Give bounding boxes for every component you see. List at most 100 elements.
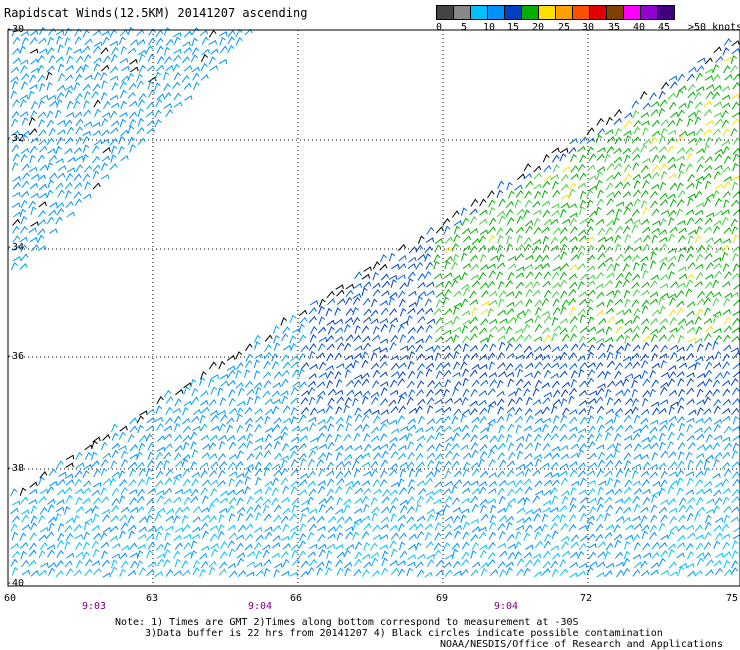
wind-barb: [363, 443, 372, 452]
wind-barb: [290, 543, 300, 551]
legend-swatch: [590, 5, 607, 20]
wind-barb: [398, 478, 405, 487]
wind-barb: [443, 406, 452, 413]
wind-barb: [220, 380, 229, 387]
wind-barb: [191, 478, 199, 487]
wind-barb: [190, 378, 197, 388]
wind-barb: [722, 353, 730, 362]
wind-barb: [631, 388, 638, 398]
wind-barb: [533, 426, 542, 433]
wind-barb: [156, 553, 166, 559]
wind-barb: [165, 64, 174, 72]
wind-barb: [174, 488, 184, 495]
wind-barb: [597, 342, 605, 351]
wind-barb: [10, 76, 19, 83]
wind-barb: [370, 318, 379, 325]
wind-barb: [274, 435, 283, 442]
wind-barb: [228, 477, 235, 487]
wind-barb: [361, 461, 371, 468]
wind-barb: [291, 504, 298, 514]
wind-barb: [19, 225, 28, 234]
wind-barb: [227, 524, 236, 531]
wind-barb: [362, 316, 372, 324]
wind-barb: [622, 516, 631, 524]
wind-barb: [47, 94, 57, 101]
wind-barb: [615, 569, 624, 578]
wind-barb: [659, 432, 666, 442]
wind-barb: [40, 526, 49, 533]
wind-barb: [569, 236, 578, 243]
wind-barb: [697, 290, 705, 299]
wind-barb: [614, 539, 622, 548]
wind-barb: [200, 507, 210, 513]
wind-barb: [10, 543, 19, 550]
wind-barb: [218, 59, 228, 65]
wind-barb: [192, 505, 202, 513]
wind-barb: [434, 388, 444, 396]
legend-label: 45: [658, 22, 671, 33]
wind-barb: [542, 235, 550, 245]
wind-barb: [451, 542, 460, 550]
wind-barb: [308, 558, 317, 567]
wind-barb: [28, 200, 36, 209]
wind-barb: [381, 290, 390, 297]
wind-barb: [732, 147, 740, 155]
wind-barb: [568, 352, 577, 360]
wind-barb: [434, 453, 444, 461]
wind-barb: [595, 362, 604, 370]
wind-barb: [614, 488, 623, 496]
wind-barb: [73, 173, 82, 181]
wind-barb: [722, 436, 731, 442]
wind-barb: [29, 128, 38, 136]
wind-barb: [190, 550, 198, 559]
wind-barb: [334, 389, 344, 396]
wind-barb: [363, 561, 372, 569]
wind-barb: [46, 110, 54, 119]
wind-barb: [533, 183, 542, 190]
wind-barb: [289, 513, 298, 521]
wind-barb: [577, 281, 585, 290]
wind-barb: [55, 560, 64, 568]
wind-barb: [471, 307, 479, 316]
wind-barb: [343, 549, 351, 558]
wind-barb: [604, 256, 613, 263]
wind-barb: [613, 289, 621, 298]
wind-barb: [517, 368, 524, 378]
wind-barb: [667, 333, 676, 342]
wind-barb: [695, 453, 705, 459]
wind-barb: [640, 144, 648, 153]
wind-barb: [119, 81, 127, 90]
wind-barb: [658, 334, 667, 342]
wind-barb: [128, 461, 138, 469]
wind-barb: [20, 199, 28, 209]
wind-barb: [289, 335, 297, 344]
wind-barb: [109, 110, 118, 119]
wind-barb: [91, 560, 101, 567]
wind-barb: [542, 560, 551, 569]
wind-barb: [408, 523, 418, 531]
wind-barb: [606, 146, 615, 154]
wind-barb: [210, 488, 218, 497]
wind-barb: [480, 308, 489, 315]
wind-barb: [552, 298, 560, 307]
wind-barb: [667, 262, 675, 270]
wind-barb: [668, 549, 675, 558]
wind-barb: [163, 559, 171, 568]
wind-barb: [640, 189, 649, 198]
wind-barb: [633, 487, 642, 495]
wind-barb: [676, 147, 686, 155]
wind-barb: [651, 494, 658, 504]
wind-barb: [685, 563, 695, 569]
wind-barb: [29, 74, 37, 83]
wind-barb: [568, 182, 577, 191]
wind-barb: [669, 571, 678, 577]
wind-barb: [254, 341, 261, 350]
wind-barb: [299, 479, 308, 486]
wind-barb: [703, 416, 713, 424]
wind-barb: [559, 327, 568, 335]
wind-barb: [487, 263, 496, 270]
wind-barb: [282, 405, 291, 414]
wind-barb: [506, 243, 513, 253]
wind-barb: [724, 292, 733, 299]
wind-barb: [228, 513, 236, 522]
